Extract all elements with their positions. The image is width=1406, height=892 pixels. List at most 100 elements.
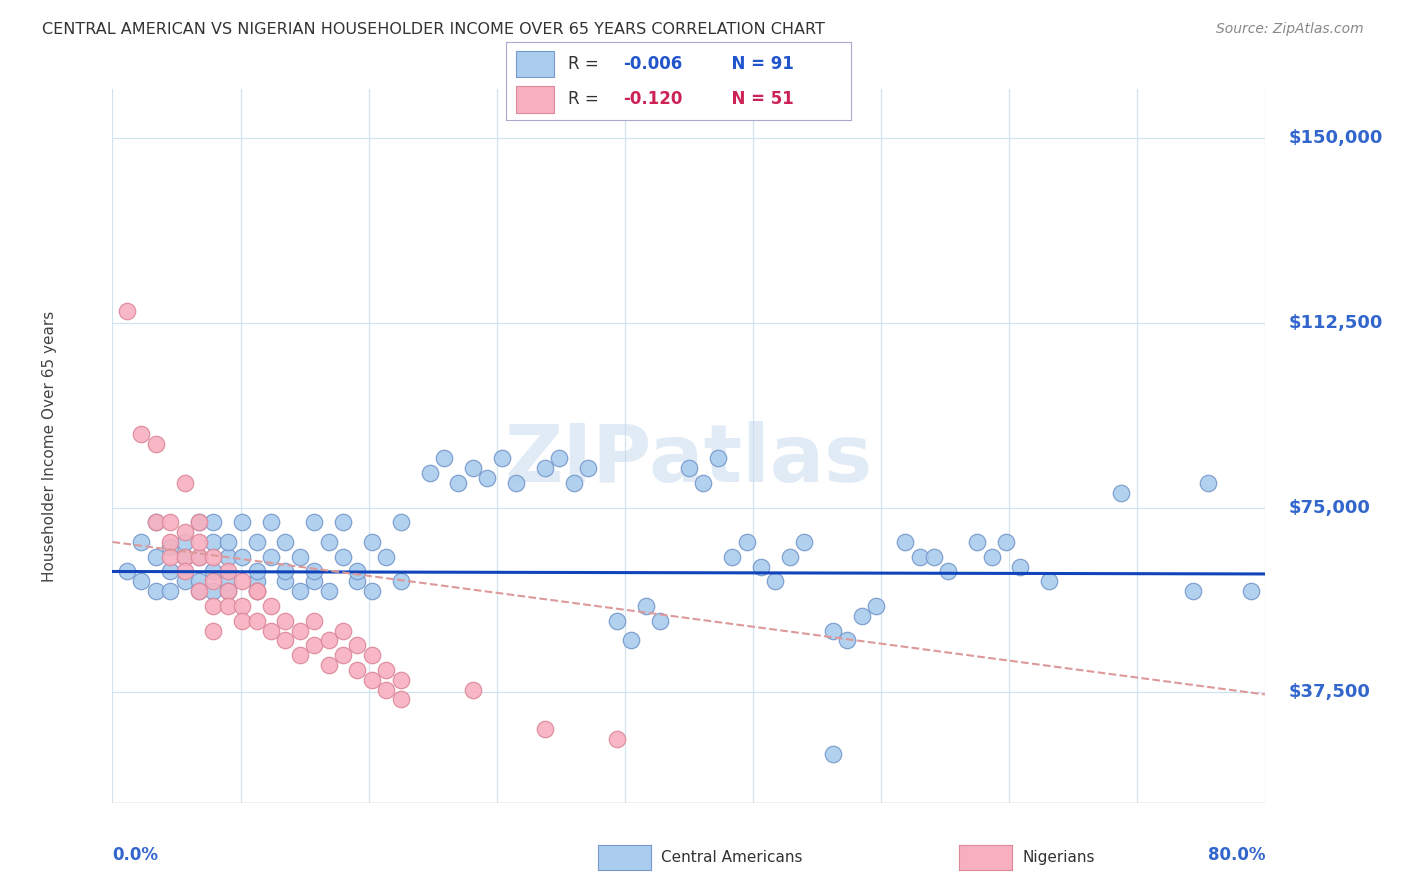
Text: $37,500: $37,500 — [1288, 683, 1371, 701]
Point — [922, 549, 945, 564]
Point — [202, 624, 225, 638]
Point — [360, 584, 382, 599]
Point — [332, 624, 354, 638]
Point — [245, 565, 267, 579]
Point — [375, 663, 398, 677]
Point — [447, 475, 470, 490]
FancyBboxPatch shape — [516, 51, 554, 78]
Point — [505, 475, 527, 490]
Point — [678, 461, 700, 475]
Point — [245, 574, 267, 589]
Point — [217, 535, 239, 549]
Point — [332, 648, 354, 662]
Point — [145, 436, 167, 450]
Point — [231, 614, 253, 628]
Point — [173, 475, 195, 490]
Point — [129, 426, 153, 441]
Point — [749, 559, 772, 574]
Point — [562, 475, 585, 490]
Point — [260, 516, 283, 530]
Text: ZIPatlas: ZIPatlas — [505, 421, 873, 500]
Point — [217, 584, 239, 599]
Point — [188, 574, 211, 589]
Point — [245, 614, 267, 628]
Point — [188, 535, 211, 549]
Point — [894, 535, 917, 549]
Point — [332, 516, 354, 530]
Point — [375, 682, 398, 697]
Text: Source: ZipAtlas.com: Source: ZipAtlas.com — [1216, 22, 1364, 37]
Point — [202, 565, 225, 579]
Point — [202, 549, 225, 564]
Text: $150,000: $150,000 — [1288, 129, 1384, 147]
Point — [115, 565, 138, 579]
Point — [491, 451, 513, 466]
Point — [159, 535, 181, 549]
Point — [576, 461, 599, 475]
Point — [129, 574, 153, 589]
Point — [173, 574, 195, 589]
Text: CENTRAL AMERICAN VS NIGERIAN HOUSEHOLDER INCOME OVER 65 YEARS CORRELATION CHART: CENTRAL AMERICAN VS NIGERIAN HOUSEHOLDER… — [42, 22, 825, 37]
Point — [837, 633, 859, 648]
Point — [433, 451, 456, 466]
Point — [548, 451, 571, 466]
Point — [533, 722, 555, 736]
Text: $75,000: $75,000 — [1288, 499, 1371, 516]
Point — [346, 663, 368, 677]
Point — [1010, 559, 1032, 574]
Point — [304, 516, 326, 530]
Point — [865, 599, 887, 613]
Point — [360, 535, 382, 549]
Point — [288, 624, 311, 638]
Text: N = 91: N = 91 — [720, 55, 793, 73]
Point — [231, 516, 253, 530]
Point — [202, 535, 225, 549]
Point — [821, 747, 844, 761]
FancyBboxPatch shape — [516, 86, 554, 112]
Point — [1240, 584, 1263, 599]
Point — [288, 549, 311, 564]
Point — [606, 614, 628, 628]
Point — [389, 673, 412, 687]
Point — [274, 565, 297, 579]
Text: N = 51: N = 51 — [720, 90, 793, 108]
Point — [765, 574, 787, 589]
Point — [231, 574, 253, 589]
Point — [188, 584, 211, 599]
Point — [908, 549, 931, 564]
Point — [188, 516, 211, 530]
Point — [274, 614, 297, 628]
Point — [1038, 574, 1060, 589]
Point — [389, 692, 412, 706]
Point — [188, 549, 211, 564]
Point — [260, 599, 283, 613]
Point — [217, 599, 239, 613]
Point — [159, 549, 181, 564]
Point — [245, 584, 267, 599]
Text: -0.120: -0.120 — [623, 90, 683, 108]
Point — [346, 574, 368, 589]
Point — [173, 565, 195, 579]
Point — [188, 549, 211, 564]
Point — [202, 516, 225, 530]
Point — [360, 648, 382, 662]
Point — [231, 549, 253, 564]
Point — [980, 549, 1002, 564]
Point — [159, 540, 181, 554]
Point — [173, 549, 195, 564]
Point — [995, 535, 1018, 549]
Point — [851, 608, 873, 623]
Point — [173, 535, 195, 549]
Point — [260, 624, 283, 638]
Point — [188, 516, 211, 530]
Text: 80.0%: 80.0% — [1208, 846, 1265, 863]
Point — [461, 461, 484, 475]
Point — [1111, 485, 1133, 500]
Point — [159, 516, 181, 530]
Point — [318, 584, 340, 599]
Point — [274, 633, 297, 648]
Point — [288, 648, 311, 662]
Point — [245, 535, 267, 549]
Point — [318, 535, 340, 549]
Point — [461, 682, 484, 697]
